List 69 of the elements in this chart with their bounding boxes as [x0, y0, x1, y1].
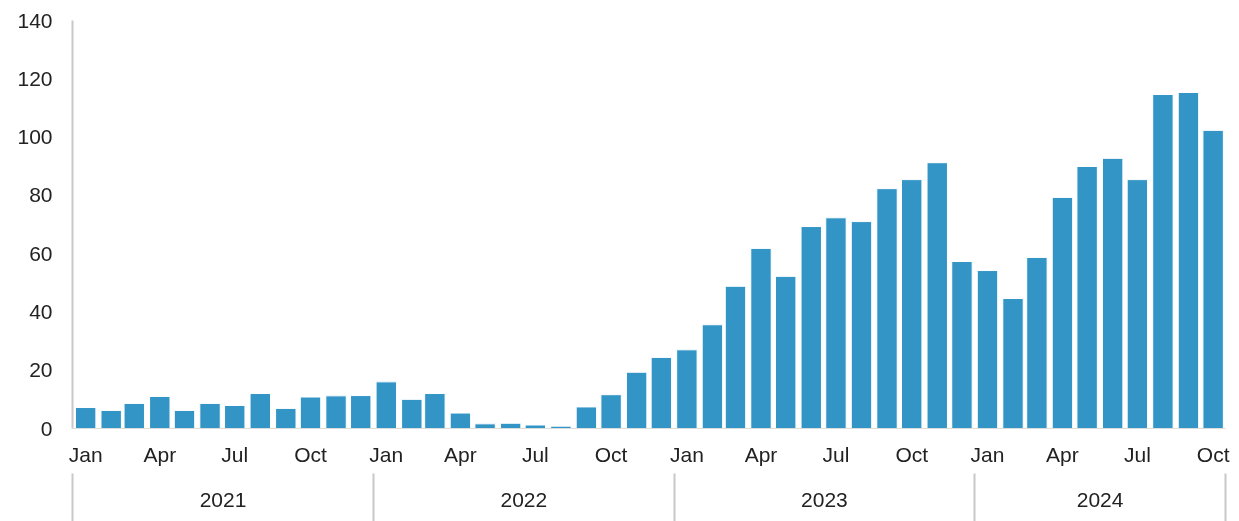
- x-tick-label: Apr: [444, 442, 477, 466]
- bar: [224, 404, 246, 429]
- text: 2023: [801, 487, 848, 511]
- x-tick-label: Jul: [521, 442, 549, 466]
- x-tick-label: Oct: [294, 442, 328, 466]
- bar: [625, 371, 648, 429]
- text: 2024: [1076, 487, 1124, 511]
- bar: [825, 217, 847, 429]
- x-tick-label: Oct: [895, 442, 929, 466]
- bar: [1026, 256, 1048, 429]
- bar: [173, 409, 196, 429]
- x-tick-label: Jan: [68, 442, 103, 466]
- bar: [876, 188, 898, 429]
- bar: [575, 406, 598, 429]
- bar: [1177, 91, 1200, 429]
- bar: [1202, 129, 1224, 429]
- x-tick-label: Oct: [594, 442, 628, 466]
- y-tick-label: 40: [29, 299, 53, 323]
- y-tick-label: 0: [40, 416, 53, 440]
- x-tick-label: Jan: [369, 442, 404, 466]
- bar: [499, 422, 522, 429]
- bar: [951, 261, 973, 429]
- bar: [1152, 94, 1174, 429]
- bar: [800, 226, 822, 429]
- x-tick-label: Apr: [744, 442, 778, 466]
- bar: [775, 275, 797, 429]
- x-tick-label: Jan: [970, 442, 1005, 466]
- text: 2022: [500, 487, 548, 511]
- x-tick-label: Jul: [1123, 442, 1151, 466]
- x-tick-label: Apr: [143, 442, 177, 466]
- bar: [449, 412, 472, 429]
- bar: [474, 423, 496, 429]
- bar: [650, 356, 673, 429]
- y-tick-label: 140: [17, 8, 53, 32]
- bar: [926, 162, 948, 429]
- bar: [701, 324, 724, 429]
- x-tick-label: Jul: [822, 442, 850, 466]
- bar: [750, 247, 772, 429]
- bar: [1126, 179, 1149, 429]
- bar: [724, 285, 747, 429]
- x-tick-label: Jan: [669, 442, 704, 466]
- x-tick-label: Oct: [1196, 442, 1230, 466]
- bar: [850, 221, 873, 429]
- bar: [350, 395, 372, 429]
- y-tick-label: 80: [29, 183, 53, 207]
- y-tick-label: 20: [29, 358, 53, 382]
- x-tick-label: Apr: [1046, 442, 1079, 466]
- bar: [199, 402, 221, 429]
- bar: [1101, 157, 1124, 429]
- y-tick-label: 120: [17, 66, 53, 90]
- bar: [275, 407, 297, 429]
- y-tick-label: 100: [17, 125, 53, 149]
- bar: [375, 381, 397, 429]
- bar: [1002, 298, 1024, 429]
- bar: [901, 179, 923, 429]
- bar: [1051, 196, 1074, 429]
- bar: [74, 407, 97, 429]
- bar: [249, 393, 271, 429]
- bar: [676, 349, 698, 429]
- bar: [325, 395, 347, 429]
- bar: [299, 396, 322, 429]
- bar: [149, 395, 171, 429]
- bar: [1076, 166, 1098, 429]
- bar: [976, 270, 999, 429]
- y-tick-label: 60: [29, 241, 53, 265]
- x-tick-label: Jul: [221, 442, 249, 466]
- bar: [524, 424, 547, 429]
- text: 2021: [199, 487, 247, 511]
- bar: [600, 394, 622, 429]
